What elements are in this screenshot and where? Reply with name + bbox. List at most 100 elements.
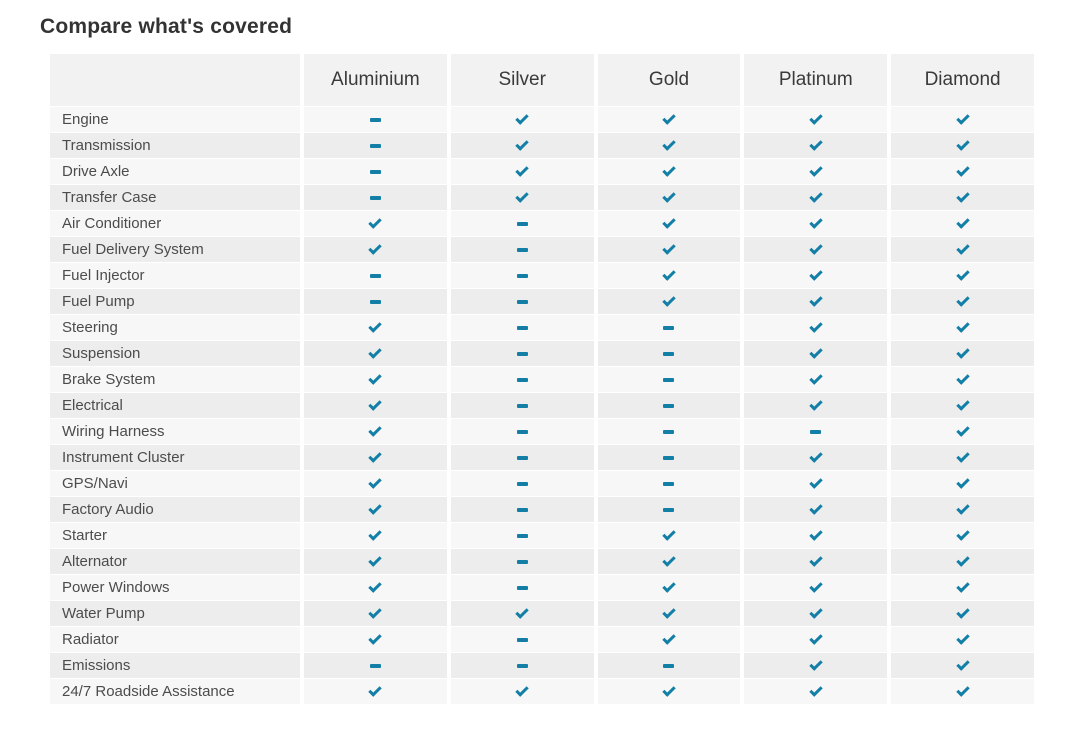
coverage-cell xyxy=(891,211,1034,236)
coverage-cell xyxy=(597,445,741,470)
coverage-cell xyxy=(891,523,1034,548)
check-icon xyxy=(809,189,823,203)
check-icon xyxy=(809,137,823,151)
dash-icon xyxy=(516,585,528,590)
check-icon xyxy=(809,111,823,125)
coverage-cell xyxy=(744,211,888,236)
coverage-cell xyxy=(450,419,594,444)
check-icon xyxy=(955,657,970,671)
coverage-cell xyxy=(304,185,447,210)
row-label: Transmission xyxy=(50,133,300,158)
coverage-cell xyxy=(891,159,1034,184)
check-icon xyxy=(662,631,676,645)
check-icon xyxy=(662,683,676,697)
dash-icon xyxy=(516,663,528,668)
row-label: Air Conditioner xyxy=(50,211,300,236)
coverage-cell xyxy=(744,237,888,262)
check-icon xyxy=(809,579,823,593)
coverage-cell xyxy=(744,419,888,444)
dash-icon xyxy=(516,377,528,382)
check-icon xyxy=(515,137,529,151)
coverage-cell xyxy=(450,107,594,132)
coverage-cell xyxy=(304,211,447,236)
dash-icon xyxy=(516,533,528,538)
row-label: Suspension xyxy=(50,341,300,366)
coverage-cell xyxy=(304,237,447,262)
coverage-cell xyxy=(304,549,447,574)
coverage-cell xyxy=(450,601,594,626)
coverage-cell xyxy=(304,445,447,470)
dash-icon xyxy=(516,429,528,434)
dash-icon xyxy=(369,143,381,148)
coverage-cell xyxy=(744,549,888,574)
dash-icon xyxy=(516,637,528,642)
coverage-cell xyxy=(597,393,741,418)
check-icon xyxy=(368,553,383,567)
check-icon xyxy=(662,293,676,307)
coverage-cell xyxy=(304,133,447,158)
check-icon xyxy=(515,163,529,177)
coverage-cell xyxy=(597,653,741,678)
coverage-cell xyxy=(304,601,447,626)
coverage-cell xyxy=(744,653,888,678)
check-icon xyxy=(809,631,823,645)
check-icon xyxy=(955,319,970,333)
coverage-cell xyxy=(744,315,888,340)
check-icon xyxy=(955,605,970,619)
coverage-cell xyxy=(597,341,741,366)
check-icon xyxy=(368,449,383,463)
coverage-cell xyxy=(891,627,1034,652)
check-icon xyxy=(515,683,529,697)
coverage-cell xyxy=(304,653,447,678)
check-icon xyxy=(662,267,676,281)
check-icon xyxy=(368,241,383,255)
coverage-cell xyxy=(450,185,594,210)
coverage-cell xyxy=(891,653,1034,678)
coverage-cell xyxy=(891,341,1034,366)
check-icon xyxy=(809,449,823,463)
coverage-cell xyxy=(304,367,447,392)
coverage-cell xyxy=(450,237,594,262)
dash-icon xyxy=(516,403,528,408)
row-label: Power Windows xyxy=(50,575,300,600)
dash-icon xyxy=(810,429,822,434)
coverage-cell xyxy=(450,445,594,470)
coverage-cell xyxy=(450,653,594,678)
coverage-cell xyxy=(304,419,447,444)
dash-icon xyxy=(663,507,675,512)
page-title: Compare what's covered xyxy=(40,15,293,38)
dash-icon xyxy=(516,273,528,278)
row-label: Instrument Cluster xyxy=(50,445,300,470)
dash-icon xyxy=(369,299,381,304)
coverage-cell xyxy=(450,211,594,236)
coverage-cell xyxy=(597,549,741,574)
coverage-cell xyxy=(891,575,1034,600)
coverage-cell xyxy=(304,159,447,184)
coverage-cell xyxy=(597,627,741,652)
check-icon xyxy=(368,501,383,515)
coverage-cell xyxy=(304,263,447,288)
coverage-cell xyxy=(891,601,1034,626)
row-label: Steering xyxy=(50,315,300,340)
coverage-cell xyxy=(450,289,594,314)
coverage-cell xyxy=(891,679,1034,704)
coverage-cell xyxy=(450,367,594,392)
dash-icon xyxy=(663,325,675,330)
row-label: Electrical xyxy=(50,393,300,418)
dash-icon xyxy=(516,351,528,356)
check-icon xyxy=(662,111,676,125)
coverage-cell xyxy=(744,341,888,366)
coverage-cell xyxy=(450,263,594,288)
check-icon xyxy=(662,527,676,541)
check-icon xyxy=(955,215,970,229)
coverage-cell xyxy=(304,341,447,366)
check-icon xyxy=(368,527,383,541)
coverage-comparison-section: Aluminium Silver Gold Platinum Diamond Engine… xyxy=(50,54,1034,704)
row-label: Emissions xyxy=(50,653,300,678)
check-icon xyxy=(955,163,970,177)
coverage-cell xyxy=(450,679,594,704)
coverage-cell xyxy=(744,263,888,288)
coverage-cell xyxy=(891,497,1034,522)
coverage-cell xyxy=(891,237,1034,262)
coverage-cell xyxy=(450,471,594,496)
